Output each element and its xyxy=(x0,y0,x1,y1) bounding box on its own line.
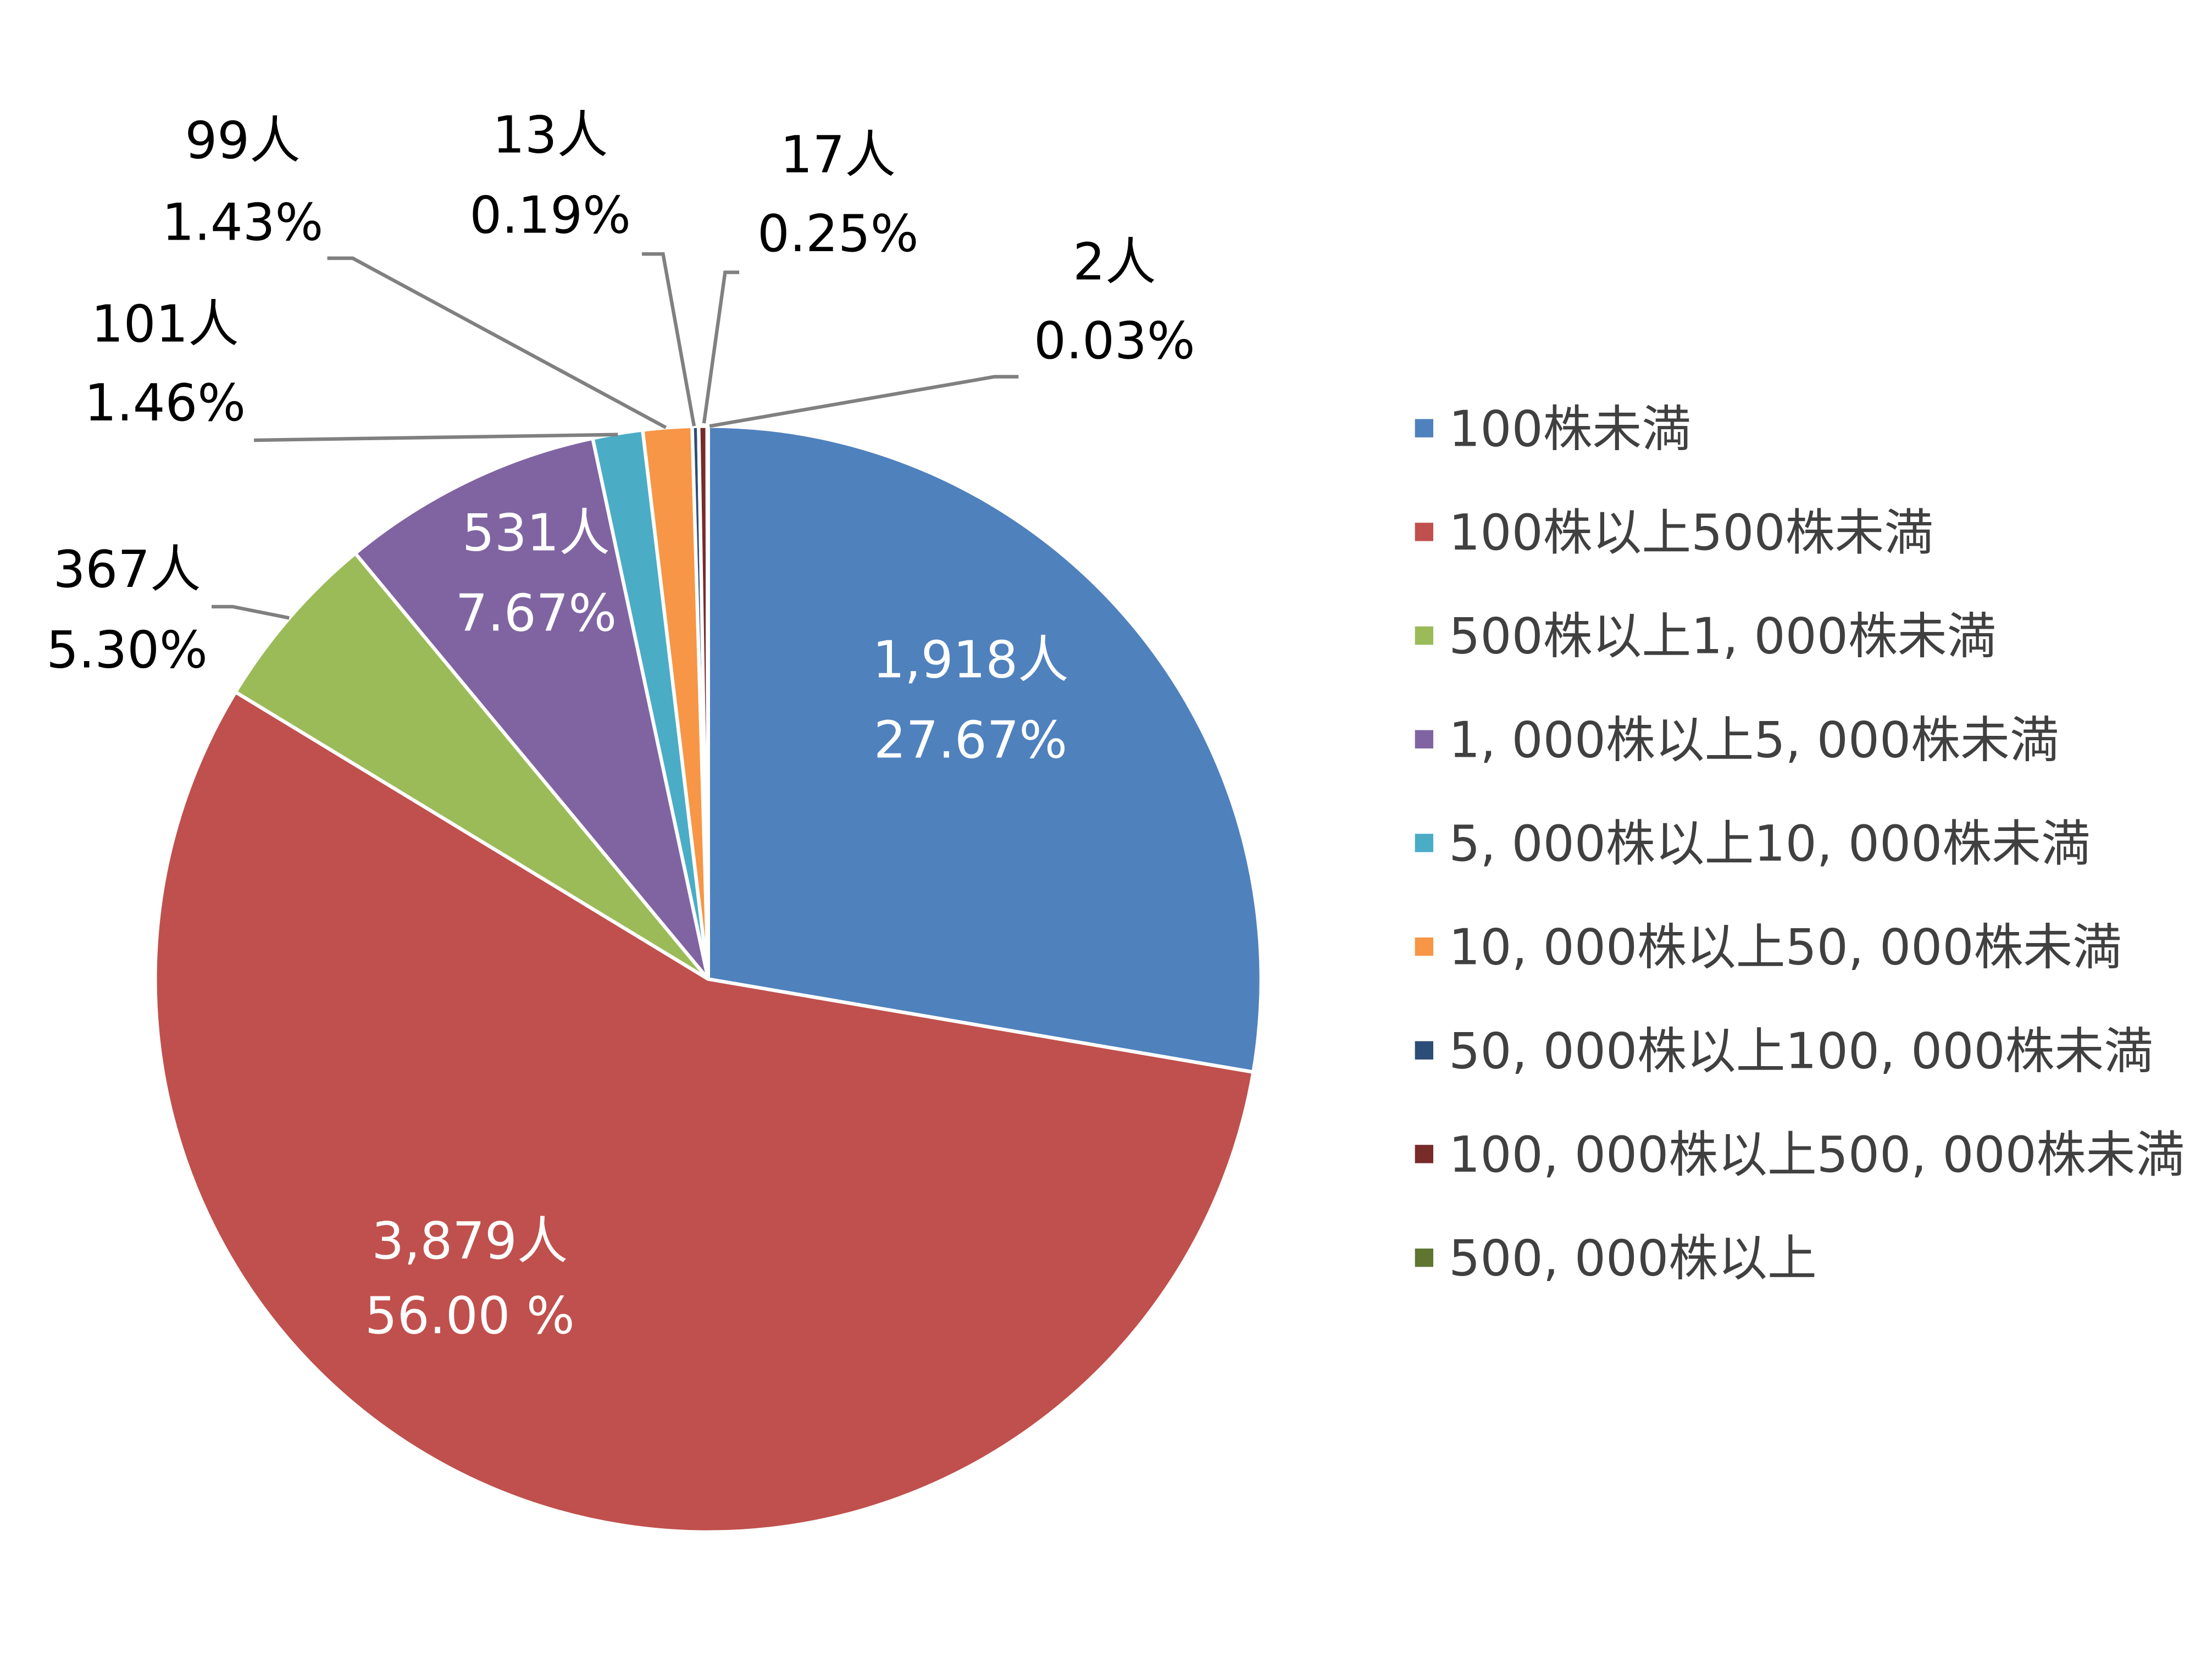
data-label-count: 99人 xyxy=(185,111,301,170)
legend-item: 500, 000株以上 xyxy=(1449,1230,1817,1288)
data-label-percent: 0.19% xyxy=(469,186,631,245)
legend-marker xyxy=(1415,419,1434,437)
data-label-count: 531人 xyxy=(462,503,610,562)
legend-marker xyxy=(1415,937,1434,956)
leader-lines xyxy=(212,252,1019,620)
data-label-percent: 1.46% xyxy=(85,373,246,433)
legend-item: 100, 000株以上500, 000株未満 xyxy=(1449,1127,2185,1184)
pie-slice xyxy=(705,424,710,979)
legend-item: 100株未満 xyxy=(1449,401,1691,458)
legend-marker xyxy=(1415,834,1434,852)
legend: 100株未満 100株以上500株未満 500株以上1, 000株未満 1, 000株… xyxy=(1415,401,2185,1288)
data-label-count: 3,879人 xyxy=(372,1211,568,1271)
leader-line xyxy=(709,375,1019,428)
data-label-percent: 27.67% xyxy=(874,711,1067,770)
legend-item: 50, 000株以上100, 000株未満 xyxy=(1449,1023,2153,1080)
data-label-percent: 1.43% xyxy=(162,193,324,252)
data-label-percent: 0.25% xyxy=(757,204,919,263)
data-label-count: 17人 xyxy=(780,125,896,184)
leader-line xyxy=(327,256,667,429)
legend-item: 100株以上500株未満 xyxy=(1449,504,1933,562)
legend-item: 5, 000株以上10, 000株未満 xyxy=(1449,816,2091,873)
data-label-percent: 56.00 % xyxy=(365,1286,575,1345)
pie-slice xyxy=(706,424,1263,1074)
leader-line xyxy=(702,270,740,424)
legend-item: 500株以上1, 000株未満 xyxy=(1449,608,1996,666)
leader-line xyxy=(641,252,696,426)
legend-item: 1, 000株以上5, 000株未満 xyxy=(1449,712,2059,769)
data-label-count: 13人 xyxy=(492,105,608,164)
legend-marker xyxy=(1415,1145,1434,1163)
data-labels: 1,918人 27.67% 3,879人 56.00 % 367人 5.30% 531人 7.… xyxy=(46,105,1195,1345)
legend-marker xyxy=(1415,730,1434,748)
pie-slice xyxy=(233,551,710,981)
data-label-percent: 0.03% xyxy=(1034,311,1195,370)
legend-marker xyxy=(1415,626,1434,645)
data-label-count: 101人 xyxy=(91,294,239,353)
data-label-percent: 7.67% xyxy=(456,584,617,643)
legend-marker xyxy=(1415,1041,1434,1060)
legend-marker xyxy=(1415,1248,1434,1267)
pie-slice xyxy=(153,689,1256,1534)
legend-item: 10, 000株以上50, 000株未満 xyxy=(1449,919,2122,977)
legend-marker xyxy=(1415,523,1434,541)
leader-line xyxy=(212,605,290,620)
data-label-count: 2人 xyxy=(1073,232,1156,291)
data-label-count: 1,918人 xyxy=(873,630,1069,689)
leader-line xyxy=(254,433,618,442)
data-label-percent: 5.30% xyxy=(46,620,208,679)
pie-slices xyxy=(153,424,1263,1534)
data-label-count: 367人 xyxy=(53,540,201,599)
